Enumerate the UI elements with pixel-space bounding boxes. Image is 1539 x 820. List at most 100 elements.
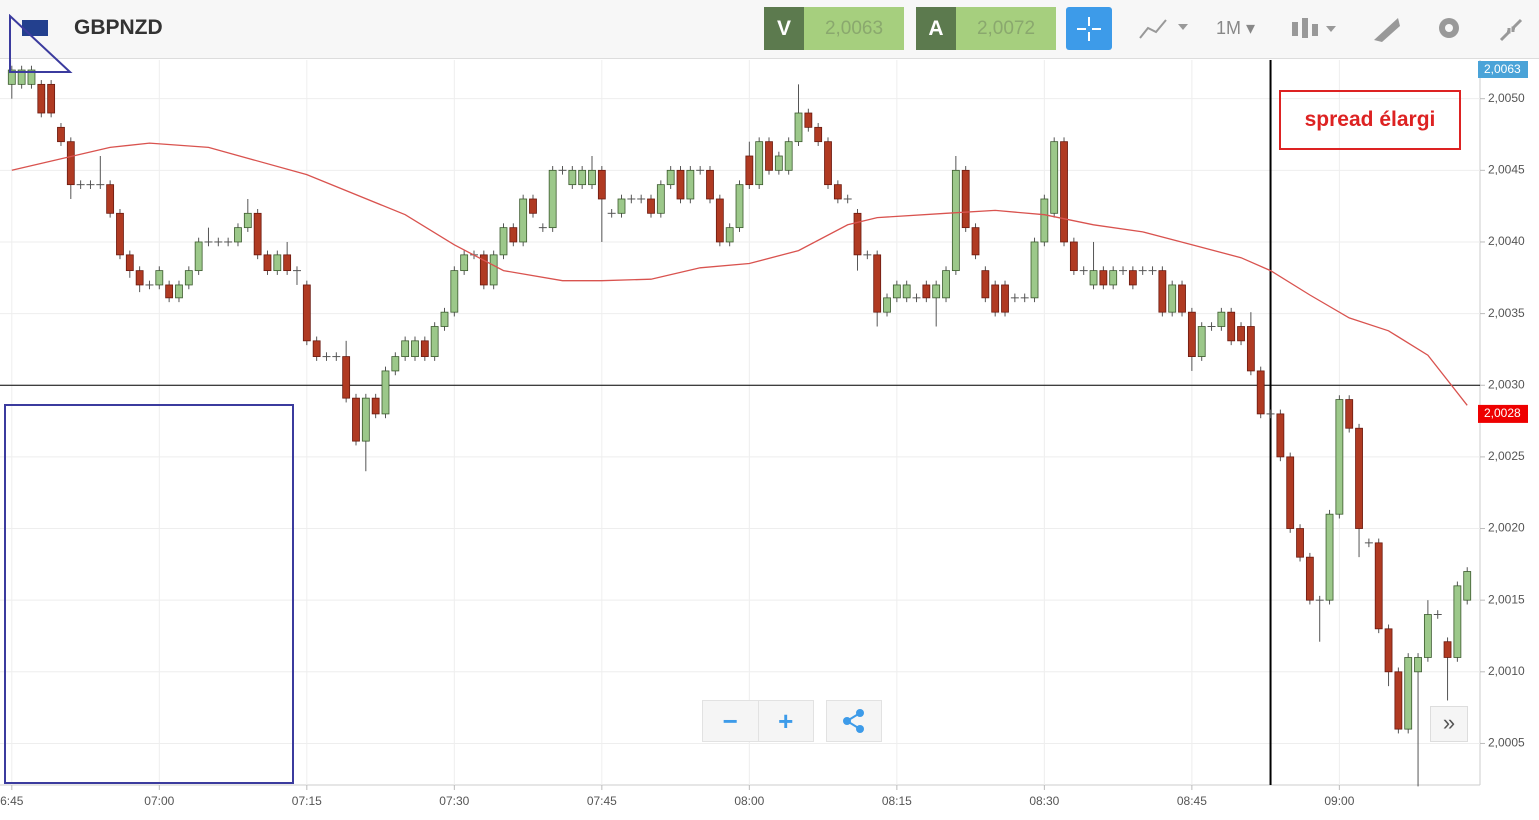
symbol: GBPNZD (74, 16, 163, 39)
candle-body (1335, 399, 1344, 515)
candle-body (27, 69, 36, 85)
candle-body (1178, 284, 1186, 313)
candle-body (814, 126, 823, 143)
candle-body (981, 270, 990, 299)
candle-body (47, 83, 56, 114)
candle-body (676, 169, 685, 200)
candle-body (263, 254, 272, 272)
candle-body (1030, 241, 1039, 299)
x-tick-label: 07:30 (439, 794, 469, 808)
y-tick-label: 2,0030 (1488, 377, 1525, 391)
chart-type-button[interactable] (1138, 16, 1194, 42)
timeframe-label: 1M (1216, 18, 1242, 38)
candle-body (568, 169, 577, 186)
crosshair-button[interactable] (1066, 7, 1112, 50)
candle-body (715, 198, 724, 243)
sell-button[interactable]: V 2,0063 (764, 7, 904, 50)
candle-body (165, 284, 174, 299)
candle-body (774, 155, 783, 171)
candle-body (1345, 399, 1354, 429)
candle-body (361, 397, 370, 442)
candle-body (1276, 413, 1285, 458)
zoom-in[interactable]: + (778, 706, 794, 736)
candle-body (794, 112, 803, 143)
candle-body (125, 254, 134, 272)
candle-body (942, 270, 950, 299)
candle-body (401, 340, 410, 357)
x-tick-label: 08:45 (1177, 794, 1207, 808)
share-button[interactable] (826, 700, 882, 742)
y-tick-label: 2,0045 (1488, 162, 1525, 176)
candle-body (1237, 326, 1245, 342)
candle-body (1001, 284, 1009, 313)
candle-body (873, 254, 882, 313)
candle-body (1296, 528, 1304, 558)
candle-body (932, 284, 941, 299)
y-tick-label: 2,0050 (1488, 91, 1525, 105)
candle-body (1374, 542, 1383, 630)
y-tick-label: 2,0005 (1488, 736, 1525, 750)
candle-body (312, 340, 321, 357)
candle-body (302, 284, 311, 342)
candle-body (1227, 311, 1236, 342)
candle-body (1423, 614, 1432, 658)
last-tag-label: 2,0028 (1484, 406, 1521, 420)
y-tick-label: 2,0025 (1488, 449, 1525, 463)
candle-body (440, 311, 449, 327)
candle-body (175, 284, 183, 299)
candle-body (7, 69, 16, 85)
candle-body (1069, 241, 1078, 272)
candle-body (735, 184, 744, 229)
x-tick-label: 08:00 (734, 794, 764, 808)
candle-body (1168, 284, 1177, 313)
candle-body (460, 254, 469, 272)
candle-body (37, 83, 46, 114)
candle-body (411, 340, 419, 357)
collapse-button[interactable] (1497, 16, 1525, 44)
candle-body (824, 141, 832, 186)
settings-button[interactable] (1434, 13, 1464, 43)
x-tick-label: 08:30 (1029, 794, 1059, 808)
x-tick-label: 08:15 (882, 794, 912, 808)
candle-body (273, 254, 282, 272)
candle-body (647, 198, 655, 214)
candle-body (902, 284, 911, 299)
candle-body (1325, 513, 1334, 601)
y-tick-label: 2,0020 (1488, 521, 1525, 535)
candle-body (853, 212, 862, 256)
candle-body (971, 227, 980, 256)
scroll-right-button[interactable]: » (1430, 706, 1468, 742)
candle-button[interactable] (1290, 14, 1346, 44)
sell-key: V (764, 7, 804, 50)
bid-tag-label: 2,0063 (1484, 62, 1521, 76)
candle-body (755, 141, 764, 186)
candle-body (548, 169, 557, 229)
candle-body (892, 284, 901, 299)
moving-average (11, 142, 1468, 406)
candle-body (1443, 641, 1452, 658)
candle-body (1286, 456, 1295, 529)
zoom-controls: − + (702, 700, 814, 742)
candle-body (529, 198, 537, 214)
buy-button[interactable]: A 2,0072 (916, 7, 1056, 50)
buy-key: A (916, 7, 956, 50)
candle-body (519, 198, 528, 243)
timeframe[interactable]: 1M ▾ (1216, 18, 1256, 38)
candle-body (1305, 556, 1314, 601)
y-tick-label: 2,0035 (1488, 306, 1525, 320)
bid-tag (1478, 61, 1528, 78)
candle-body (1128, 270, 1137, 286)
candle-body (381, 370, 390, 415)
candle-body (17, 69, 26, 85)
candle-body (617, 198, 626, 214)
header: GBPNZD V 2,0063 A 2,0072 1M ▾ (0, 0, 1539, 73)
candle-body (1060, 141, 1068, 243)
candle-body (883, 297, 891, 313)
y-tick-label: 2,0010 (1488, 664, 1525, 678)
candle-body (951, 169, 960, 272)
candle-body (391, 356, 400, 372)
draw-button[interactable] (1372, 14, 1402, 44)
candle-body (1158, 270, 1167, 313)
zoom-out[interactable]: − (703, 701, 759, 741)
